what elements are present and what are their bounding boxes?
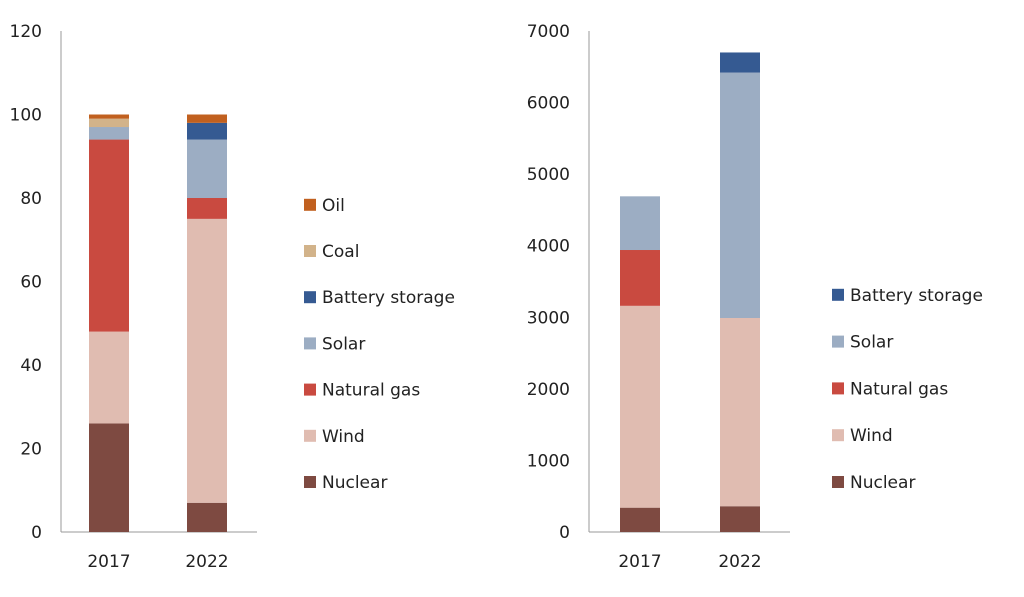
legend-swatch (304, 291, 316, 304)
legend-swatch (304, 245, 316, 257)
y-tick-label: 0 (31, 523, 42, 543)
bar-segment-natural-gas (89, 139, 129, 332)
legend-swatch (832, 288, 844, 301)
bar-segment-natural-gas (620, 250, 660, 306)
y-tick-label: 80 (20, 189, 42, 209)
y-tick-label: 0 (559, 523, 570, 543)
y-tick-label: 1000 (527, 451, 570, 471)
x-tick-label: 2017 (87, 552, 130, 572)
x-tick-label: 2017 (618, 552, 661, 572)
legend-label: Wind (850, 426, 893, 446)
y-tick-label: 3000 (527, 308, 570, 328)
legend-swatch (832, 429, 844, 442)
chart-2: 0 1000 2000 3000 4000 5000 6000 7000 2017 2022 Bat… (527, 22, 983, 572)
y-tick-label: 6000 (527, 94, 570, 114)
legend-label: Natural gas (322, 381, 420, 401)
x-tick-label: 2022 (718, 552, 761, 572)
y-tick-label: 5000 (527, 165, 570, 185)
legend-swatch (832, 476, 844, 488)
bar-segment-nuclear (89, 423, 129, 532)
y-tick-label: 40 (20, 356, 42, 376)
legend-label: Battery storage (850, 286, 983, 306)
legend-swatch (304, 198, 316, 211)
bar-segment-nuclear (187, 502, 227, 532)
legend-label: Nuclear (322, 473, 387, 493)
bar-segment-solar (89, 127, 129, 140)
legend-swatch (304, 429, 316, 442)
y-tick-label: 4000 (527, 237, 570, 257)
bar-segment-nuclear (720, 506, 760, 532)
y-tick-label: 2000 (527, 380, 570, 400)
legend-swatch (304, 337, 316, 350)
bar-segment-natural-gas (187, 198, 227, 219)
bar-segment-wind (187, 218, 227, 503)
legend-swatch (832, 335, 844, 348)
y-tick-label: 100 (10, 106, 42, 126)
bar-segment-oil (89, 114, 129, 119)
bar-segment-battery-storage (720, 52, 760, 73)
bar-segment-solar (620, 196, 660, 251)
y-tick-label: 60 (20, 273, 42, 293)
legend-label: Battery storage (322, 288, 455, 308)
bar-segment-solar (720, 72, 760, 319)
y-tick-label: 20 (20, 440, 42, 460)
legend-label: Solar (322, 334, 365, 354)
bar-segment-coal (89, 118, 129, 128)
legend-swatch (304, 383, 316, 396)
bar-segment-solar (187, 139, 227, 198)
bar-segment-wind (720, 318, 760, 507)
bar-segment-nuclear (620, 507, 660, 532)
legend-label: Natural gas (850, 379, 948, 399)
legend-swatch (304, 476, 316, 488)
x-tick-label: 2022 (185, 552, 228, 572)
legend-label: Wind (322, 427, 365, 447)
bar-segment-battery-storage (187, 122, 227, 140)
legend-label: Nuclear (850, 473, 915, 493)
legend-swatch (832, 382, 844, 395)
legend-label: Solar (850, 333, 893, 353)
y-tick-label: 120 (10, 22, 42, 42)
legend-label: Oil (322, 196, 345, 216)
chart-1: 0 20 40 60 80 100 120 2017 2022 Oil Coal Battery st… (10, 22, 455, 572)
bar-segment-wind (620, 305, 660, 508)
bar-segment-wind (89, 331, 129, 424)
bar-segment-oil (187, 114, 227, 123)
y-tick-label: 7000 (527, 22, 570, 42)
legend-label: Coal (322, 242, 359, 262)
